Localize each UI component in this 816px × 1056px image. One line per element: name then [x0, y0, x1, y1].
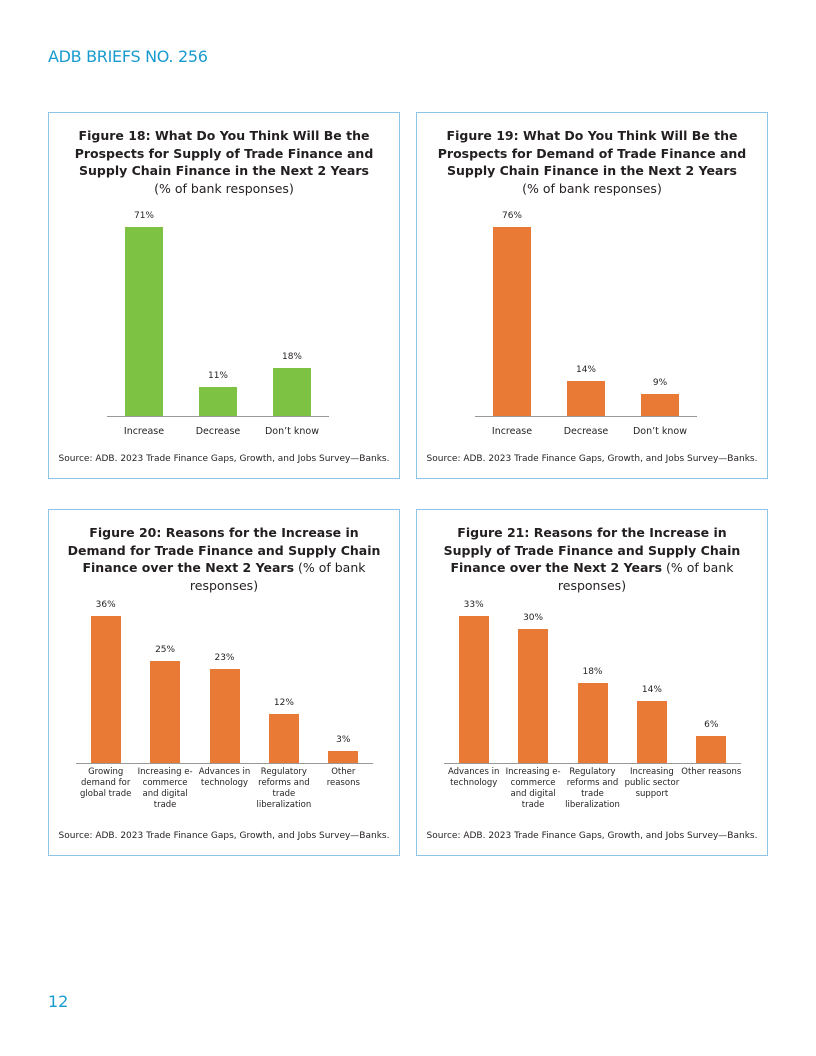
value-label: 18% [582, 666, 603, 677]
category-label: Increasing public sector support [624, 767, 680, 799]
category-label: Increasing e-commerce and digital trade [137, 767, 193, 810]
value-label: 6% [704, 720, 719, 731]
bar [636, 700, 667, 763]
axis-line [107, 416, 329, 417]
category-label: Increase [123, 426, 165, 437]
category-label: Regulatory reforms and trade liberalizat… [256, 767, 312, 810]
bar [90, 616, 121, 763]
title: Figure 19: What Do You Think Will Be the… [437, 128, 747, 178]
subtitle: (% of bank responses) [154, 180, 294, 196]
page-number: 12 [48, 992, 69, 1011]
bar [268, 714, 299, 763]
bar [518, 629, 549, 763]
bar [273, 368, 311, 416]
category-label: Other reasons [326, 767, 360, 788]
bar [567, 381, 605, 416]
subtitle: (% of bank responses) [557, 560, 734, 593]
axis-line [444, 763, 741, 764]
axis-line [76, 763, 373, 764]
value-label: 11% [207, 370, 228, 381]
category-label: Decrease [195, 426, 241, 437]
figure-title: Figure 18: What Do You Think Will Be the… [65, 127, 383, 197]
category-label: Don’t know [264, 426, 320, 437]
value-label: 14% [641, 684, 662, 695]
value-label: 25% [155, 644, 176, 655]
value-label: 36% [95, 600, 116, 610]
title: Figure 18: What Do You Think Will Be the… [74, 128, 374, 178]
value-label: 76% [501, 211, 522, 221]
category-label: Regulatory reforms and trade liberalizat… [565, 767, 620, 810]
category-label: Increasing e-commerce and digital trade [505, 767, 561, 810]
bar [641, 393, 679, 416]
value-label: 33% [463, 600, 484, 610]
value-label: 18% [281, 352, 302, 363]
header: ADB BRIEFS NO. 256 [48, 47, 208, 66]
figure-box: Figure 20: Reasons for the Increase in D… [48, 509, 400, 856]
title: Figure 21: Reasons for the Increase in S… [443, 525, 741, 575]
subtitle: (% of bank responses) [522, 180, 662, 196]
source-note: Source: ADB. 2023 Trade Finance Gaps, Gr… [58, 831, 390, 841]
figure-box: Figure 19: What Do You Think Will Be the… [416, 112, 768, 479]
value-label: 71% [133, 211, 154, 221]
bar [696, 736, 727, 763]
category-label: Decrease [563, 426, 609, 437]
source-note: Source: ADB. 2023 Trade Finance Gaps, Gr… [58, 454, 390, 464]
source-note: Source: ADB. 2023 Trade Finance Gaps, Gr… [426, 454, 758, 464]
category-label: Advances in technology [447, 767, 500, 788]
bar [493, 227, 531, 416]
figure-title: Figure 20: Reasons for the Increase in D… [65, 524, 383, 594]
value-label: 12% [273, 698, 294, 708]
value-label: 9% [652, 377, 668, 388]
source-note: Source: ADB. 2023 Trade Finance Gaps, Gr… [426, 831, 758, 841]
category-label: Other reasons [681, 767, 742, 777]
title: Figure 20: Reasons for the Increase in D… [67, 525, 381, 575]
figure-title: Figure 21: Reasons for the Increase in S… [433, 524, 751, 594]
category-label: Growing demand for global trade [80, 767, 132, 799]
bar [150, 660, 181, 763]
subtitle: (% of bank responses) [189, 560, 366, 593]
bar [209, 669, 240, 763]
figure-box: Figure 21: Reasons for the Increase in S… [416, 509, 768, 856]
category-label: Increase [491, 426, 533, 437]
category-label: Don’t know [632, 426, 688, 437]
value-label: 3% [336, 734, 351, 745]
figure-title: Figure 19: What Do You Think Will Be the… [433, 127, 751, 197]
value-label: 23% [214, 653, 235, 664]
bar [199, 386, 237, 416]
category-label: Advances in technology [198, 767, 251, 788]
bar [577, 682, 608, 763]
bar [458, 616, 489, 763]
bar [125, 227, 163, 416]
value-label: 14% [575, 365, 596, 376]
bar [328, 750, 359, 763]
value-label: 30% [523, 613, 544, 624]
figure-box: Figure 18: What Do You Think Will Be the… [48, 112, 400, 479]
axis-line [475, 416, 697, 417]
